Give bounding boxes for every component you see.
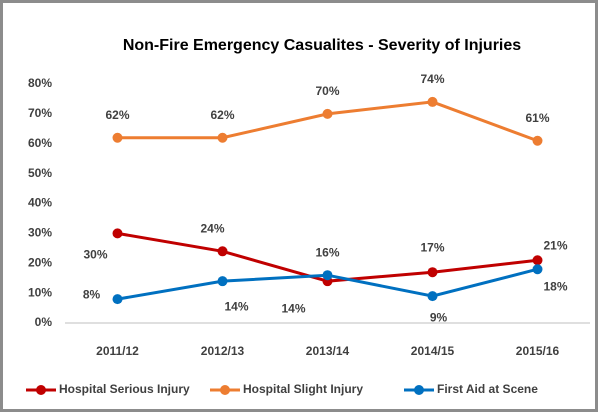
data-point <box>217 246 228 257</box>
data-label: 24% <box>200 221 224 235</box>
data-label: 62% <box>105 108 129 122</box>
data-point <box>532 264 543 275</box>
data-label: 14% <box>224 299 248 313</box>
data-point <box>112 132 123 143</box>
x-tick-label: 2013/14 <box>306 344 350 358</box>
x-tick-label: 2014/15 <box>411 344 455 358</box>
data-point <box>217 132 228 143</box>
data-label: 21% <box>543 238 567 252</box>
data-point <box>322 270 333 281</box>
y-tick-label: 10% <box>28 285 52 299</box>
x-tick-label: 2011/12 <box>96 344 139 358</box>
data-label: 61% <box>525 111 549 125</box>
data-point <box>112 294 123 305</box>
data-label: 8% <box>83 287 101 301</box>
x-tick-label: 2015/16 <box>516 344 560 358</box>
data-point <box>427 96 438 107</box>
data-point <box>427 291 438 302</box>
data-point <box>532 255 543 266</box>
data-label: 17% <box>420 240 444 254</box>
data-label: 70% <box>315 84 339 98</box>
legend-marker <box>36 385 46 395</box>
y-tick-label: 40% <box>28 196 52 210</box>
data-point <box>217 276 228 287</box>
legend-label: Hospital Slight Injury <box>243 382 363 396</box>
data-label: 9% <box>430 310 448 324</box>
y-tick-label: 60% <box>28 136 52 150</box>
data-point <box>427 267 438 278</box>
data-label: 62% <box>210 108 234 122</box>
y-tick-label: 20% <box>28 255 52 269</box>
data-point <box>112 228 123 239</box>
data-label: 16% <box>315 245 339 259</box>
legend-label: First Aid at Scene <box>437 382 538 396</box>
x-tick-label: 2012/13 <box>201 344 245 358</box>
data-label: 30% <box>83 248 107 262</box>
y-tick-label: 50% <box>28 166 52 180</box>
data-point <box>322 108 333 119</box>
chart-title: Non-Fire Emergency Casualites - Severity… <box>123 37 521 54</box>
data-label: 18% <box>543 279 567 293</box>
y-tick-label: 70% <box>28 106 52 120</box>
data-point <box>532 135 543 146</box>
data-label: 14% <box>281 301 305 315</box>
legend-label: Hospital Serious Injury <box>59 382 190 396</box>
data-label: 74% <box>420 72 444 86</box>
legend-marker <box>220 385 230 395</box>
y-tick-label: 30% <box>28 226 52 240</box>
y-tick-label: 80% <box>28 76 52 90</box>
y-tick-label: 0% <box>35 315 53 329</box>
legend-marker <box>414 385 424 395</box>
